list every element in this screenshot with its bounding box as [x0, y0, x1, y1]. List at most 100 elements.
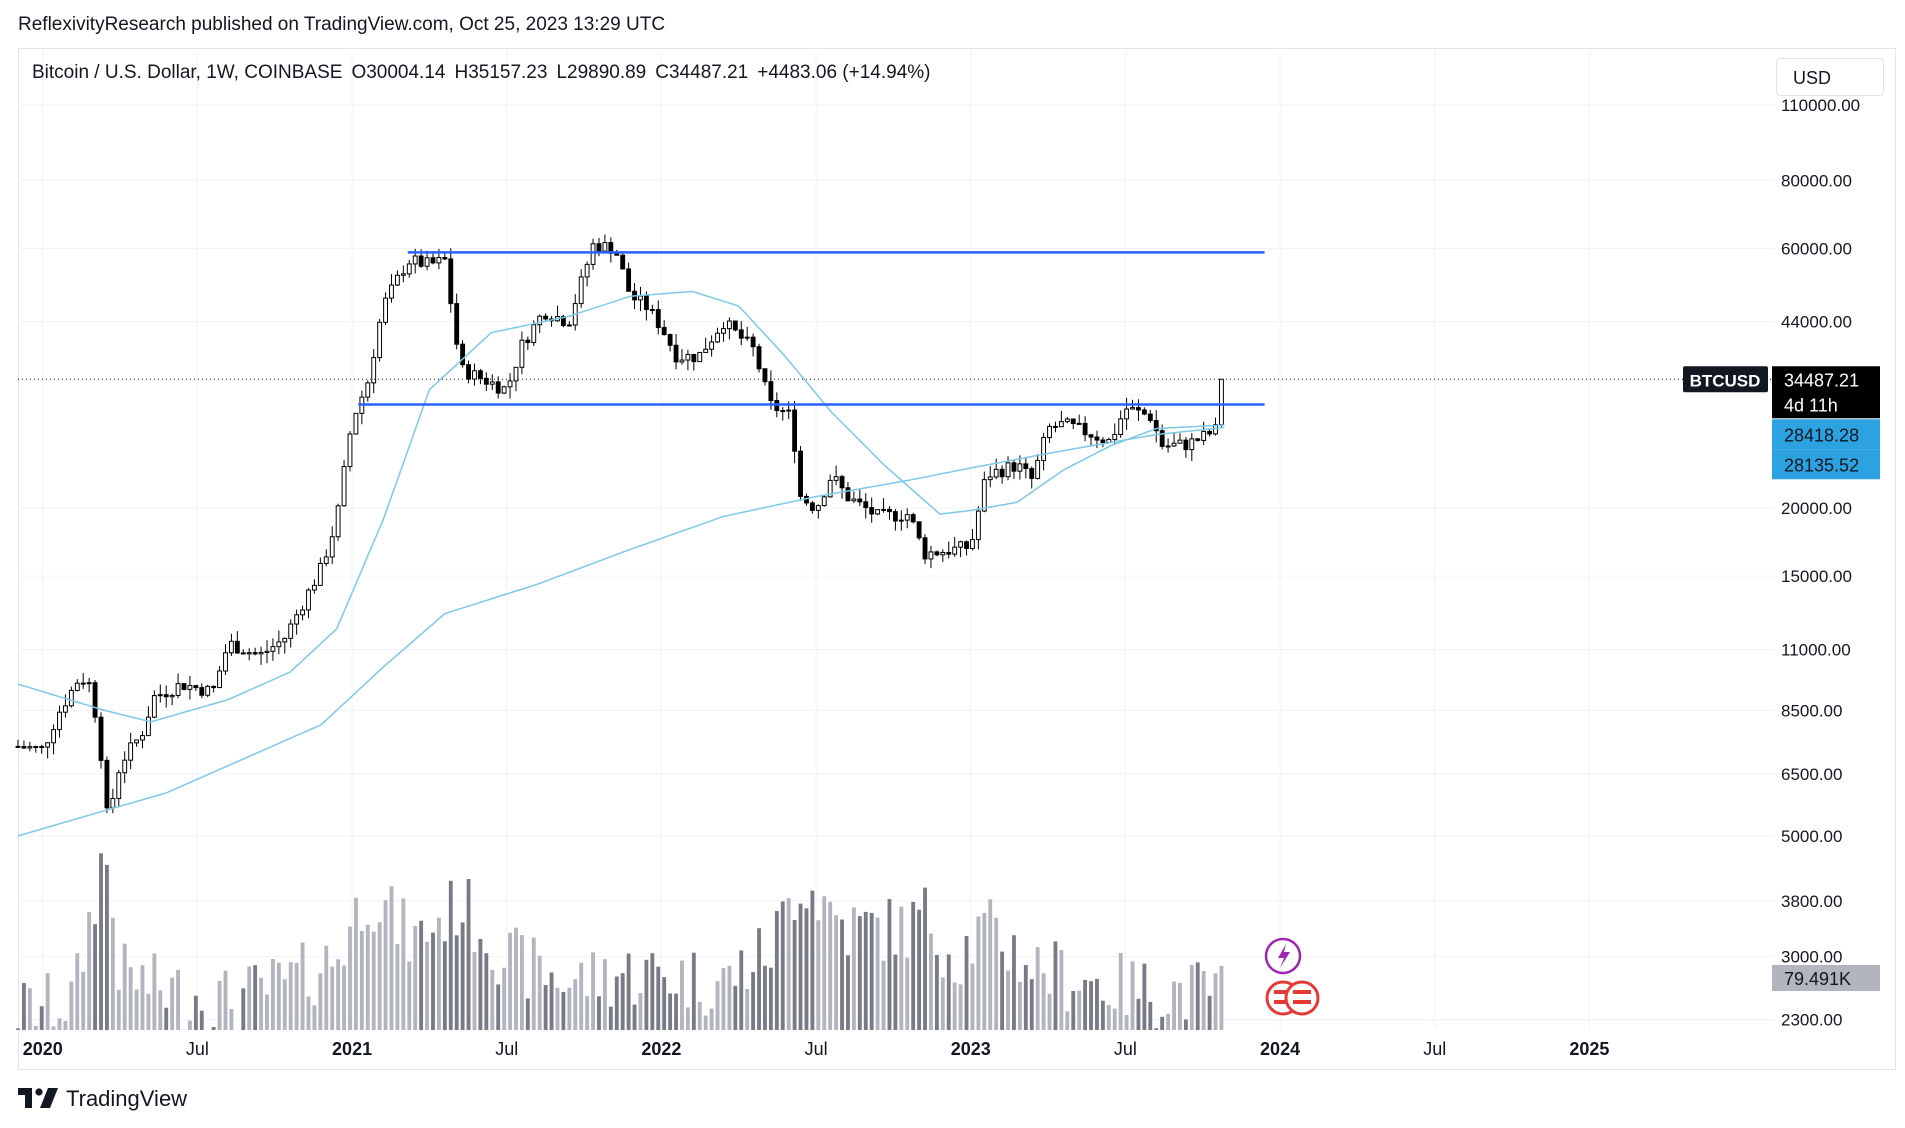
candle-body: [282, 637, 288, 643]
candle-body: [1207, 430, 1213, 435]
candle-body: [264, 650, 270, 653]
candle-body: [975, 510, 981, 541]
volume-bar: [952, 982, 957, 1030]
candle-body: [1153, 420, 1159, 432]
candle-body: [377, 321, 383, 359]
candle-body: [869, 507, 875, 515]
volume-bar: [223, 970, 228, 1030]
candle-body: [513, 366, 519, 382]
candle-body: [833, 476, 839, 481]
volume-bar: [1065, 1011, 1070, 1030]
volume-bar: [798, 903, 803, 1030]
candle-body: [27, 746, 33, 749]
candle-body: [1053, 425, 1058, 428]
volume-bar: [69, 981, 74, 1030]
volume-bar: [525, 998, 530, 1030]
candle-body: [151, 695, 157, 718]
candle-body: [1219, 378, 1224, 426]
candle-body: [252, 652, 258, 655]
volume-bar: [1136, 998, 1141, 1030]
volume-bar: [786, 898, 791, 1030]
candle-body: [62, 705, 68, 713]
candle-body: [1183, 439, 1189, 451]
volume-bar: [1106, 1004, 1111, 1030]
volume-bar: [650, 953, 655, 1030]
symbol-tag-bg: [1683, 366, 1768, 393]
candle-body: [394, 274, 400, 286]
volume-tag-bg: [1772, 965, 1880, 991]
candle-body: [1017, 463, 1023, 472]
volume-bar: [16, 1028, 20, 1030]
x-tick-label: Jul: [186, 1039, 209, 1059]
volume-bar: [573, 979, 578, 1030]
volume-bar: [448, 880, 453, 1030]
volume-bar: [875, 917, 880, 1030]
candle-body: [507, 380, 513, 388]
volume-bar: [768, 967, 773, 1030]
legend-close: C34487.21: [655, 62, 749, 83]
candle-body: [1130, 407, 1135, 410]
volume-bar: [140, 965, 145, 1030]
candle-body: [489, 381, 495, 385]
candle-body: [80, 682, 86, 685]
volume-bar: [555, 987, 560, 1030]
volume-bar: [1089, 981, 1093, 1030]
volume-bar: [561, 991, 566, 1030]
volume-bar: [395, 944, 400, 1030]
candle-body: [1035, 459, 1041, 479]
volume-bar: [300, 942, 305, 1030]
y-tick-label: 110000.00: [1781, 96, 1860, 115]
candle-body: [448, 258, 454, 305]
volume-bar: [199, 1010, 204, 1030]
volume-bar: [757, 928, 761, 1030]
candle-body: [1064, 418, 1070, 423]
volume-bar: [958, 984, 963, 1030]
volume-bar: [733, 985, 738, 1030]
x-tick-label: 2022: [641, 1039, 681, 1059]
tradingview-logo-icon: [18, 1088, 58, 1108]
candle-body: [187, 685, 193, 690]
candle-body: [1136, 407, 1141, 411]
volume-bar: [519, 935, 524, 1030]
volume-bar: [460, 922, 465, 1030]
candle-body: [1201, 430, 1207, 441]
candle-body: [140, 735, 145, 741]
volume-bar: [988, 899, 993, 1030]
candle-body: [851, 498, 857, 502]
candle-body: [1082, 422, 1088, 436]
volume-bar: [691, 952, 696, 1030]
volume-bar: [99, 853, 103, 1030]
candle-body: [578, 276, 584, 305]
candle-body: [756, 346, 762, 370]
candle-body: [981, 479, 987, 512]
candle-body: [786, 409, 792, 412]
volume-bar: [247, 966, 252, 1030]
volume-bar: [626, 953, 631, 1030]
volume-bar: [1118, 953, 1123, 1030]
candle-body: [228, 640, 234, 654]
candle-body: [809, 502, 815, 511]
candle-body: [466, 364, 471, 380]
volume-bar: [1029, 979, 1034, 1030]
candle-body: [217, 670, 222, 689]
currency-button[interactable]: USD: [1776, 58, 1884, 96]
volume-bar: [217, 980, 222, 1030]
x-tick-label: 2021: [332, 1039, 372, 1059]
candle-body: [424, 257, 430, 267]
candle-body: [341, 466, 347, 507]
legend-change: +4483.06 (+14.94%): [757, 62, 931, 83]
volume-bar: [1023, 965, 1028, 1030]
candle-body: [442, 257, 448, 260]
candle-body: [1058, 421, 1064, 428]
volume-bar: [994, 917, 999, 1030]
candle-body: [347, 433, 353, 468]
candle-body: [721, 328, 726, 334]
candle-body: [454, 303, 460, 345]
candle-body: [311, 584, 317, 591]
volume-bar: [253, 965, 258, 1030]
volume-bar: [1006, 970, 1010, 1030]
y-tick-label: 8500.00: [1781, 701, 1842, 720]
volume-bar: [567, 987, 572, 1030]
volume-bar: [413, 926, 418, 1030]
